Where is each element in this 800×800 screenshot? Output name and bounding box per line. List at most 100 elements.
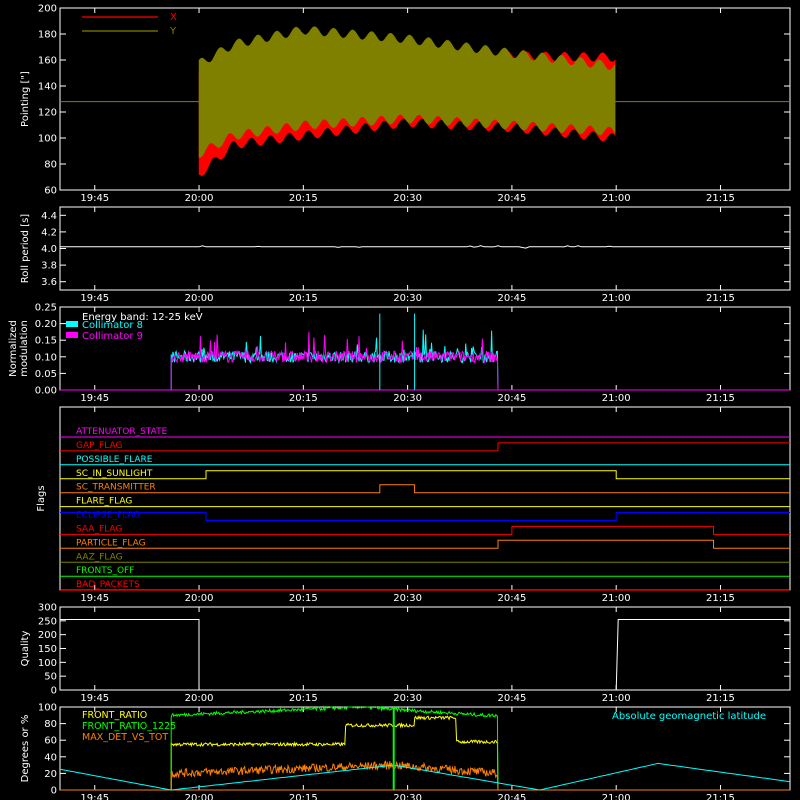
x-tick-label: 21:15 xyxy=(706,293,735,304)
x-tick-label: 19:45 xyxy=(80,193,109,204)
flag-label: POSSIBLE_FLARE xyxy=(76,455,153,465)
series-line-max-det-vs-tot xyxy=(170,760,499,791)
legend-label: FRONT_RATIO xyxy=(82,710,147,721)
y-tick-label: 3.8 xyxy=(41,261,57,272)
flag-line-gap-flag xyxy=(60,442,790,452)
x-tick-label: 21:00 xyxy=(602,593,631,604)
y-axis-label: Flags xyxy=(36,485,47,511)
x-tick-label: 20:45 xyxy=(497,793,526,800)
flag-label: GAP_FLAG xyxy=(76,441,122,451)
y-axis-label: Degrees or % xyxy=(20,715,31,783)
x-tick-label: 19:45 xyxy=(80,693,109,704)
x-tick-label: 21:15 xyxy=(706,793,735,800)
x-tick-label: 20:15 xyxy=(289,393,318,404)
panel-frame xyxy=(59,7,791,191)
flag-label: FLARE_FLAG xyxy=(76,497,132,507)
x-tick-label: 21:00 xyxy=(602,693,631,704)
flag-label: SC_TRANSMITTER xyxy=(76,483,156,493)
x-tick-label: 20:00 xyxy=(185,693,214,704)
x-tick-label: 20:30 xyxy=(393,793,422,800)
y-tick-label: 80 xyxy=(44,719,57,730)
x-tick-label: 21:15 xyxy=(706,693,735,704)
series-line-front-ratio xyxy=(170,715,499,791)
y-axis-label: Quality xyxy=(20,631,31,667)
y-tick-label: 4.2 xyxy=(41,227,57,238)
x-tick-label: 21:00 xyxy=(602,793,631,800)
x-tick-label: 20:15 xyxy=(289,193,318,204)
x-tick-label: 21:00 xyxy=(602,393,631,404)
flag-line-sc-transmitter xyxy=(60,484,790,494)
x-tick-label: 19:45 xyxy=(80,293,109,304)
x-tick-label: 19:45 xyxy=(80,593,109,604)
x-tick-label: 20:30 xyxy=(393,293,422,304)
y-tick-label: 140 xyxy=(38,82,57,93)
flag-line-eclipse-flag xyxy=(60,512,790,521)
x-tick-label: 20:45 xyxy=(497,393,526,404)
y-axis-label: Normalizedmodulation xyxy=(8,320,30,377)
x-tick-label: 19:45 xyxy=(80,793,109,800)
flag-label: SC_IN_SUNLIGHT xyxy=(76,469,153,479)
y-tick-label: 60 xyxy=(44,736,57,747)
y-tick-label: 0.25 xyxy=(35,303,57,314)
flag-line-saa-flag xyxy=(60,525,790,535)
flag-label: ECLIPSE_FLAG xyxy=(76,511,140,521)
flag-line-particle-flag xyxy=(60,539,790,549)
series-line-collimator-9 xyxy=(170,331,499,391)
y-tick-label: 0.00 xyxy=(35,386,57,397)
series-line-absolute-geomagnetic-latitude xyxy=(59,762,791,791)
quality-line xyxy=(60,619,790,691)
panel-frame xyxy=(59,206,791,291)
flag-label: AAZ_FLAG xyxy=(76,552,123,562)
series-line-front-ratio-1225 xyxy=(170,705,499,791)
x-tick-label: 20:15 xyxy=(289,593,318,604)
x-tick-label: 20:00 xyxy=(185,593,214,604)
legend-label: Y xyxy=(169,26,177,37)
panel-roll: 19:45 20:00 20:15 20:30 20:45 21:00 21:15 3.6 3.… xyxy=(20,206,791,304)
y-tick-label: 0.15 xyxy=(35,336,57,347)
x-tick-label: 21:00 xyxy=(602,193,631,204)
panel-quality: 19:45 20:00 20:15 20:30 20:45 21:00 21:15 0 50 10… xyxy=(20,603,791,704)
x-tick-label: 21:00 xyxy=(602,293,631,304)
flag-label: ATTENUATOR_STATE xyxy=(76,427,168,437)
y-tick-label: 180 xyxy=(38,30,57,41)
y-tick-label: 40 xyxy=(44,752,57,763)
legend-label: X xyxy=(170,12,177,23)
legend-label: Collimator 9 xyxy=(82,331,143,342)
x-tick-label: 20:30 xyxy=(393,193,422,204)
x-tick-label: 19:45 xyxy=(80,393,109,404)
x-tick-label: 21:15 xyxy=(706,593,735,604)
y-axis-label: Roll period [s] xyxy=(20,214,31,283)
y-tick-label: 60 xyxy=(44,186,57,197)
x-tick-label: 20:45 xyxy=(497,293,526,304)
y-tick-label: 150 xyxy=(38,644,57,655)
y-tick-label: 20 xyxy=(44,769,57,780)
roll-period-line xyxy=(60,245,790,249)
x-tick-label: 20:45 xyxy=(497,593,526,604)
y-tick-label: 80 xyxy=(44,160,57,171)
y-tick-label: 120 xyxy=(38,108,57,119)
y-axis-label: Pointing ["] xyxy=(20,71,31,127)
legend-label: FRONT_RATIO_1225 xyxy=(82,721,176,732)
y-tick-label: 250 xyxy=(38,616,57,627)
y-tick-label: 0 xyxy=(51,686,57,697)
y-tick-label: 300 xyxy=(38,603,57,614)
flag-label: SAA_FLAG xyxy=(76,524,122,534)
x-tick-label: 20:15 xyxy=(289,793,318,800)
x-tick-label: 20:00 xyxy=(185,293,214,304)
y-tick-label: 50 xyxy=(44,672,57,683)
y-tick-label: 0.05 xyxy=(35,369,57,380)
y-tick-label: 100 xyxy=(38,658,57,669)
flag-line-sc-in-sunlight xyxy=(60,470,790,480)
y-tick-label: 200 xyxy=(38,4,57,15)
x-tick-label: 21:15 xyxy=(706,393,735,404)
y-tick-label: 4.0 xyxy=(41,244,57,255)
x-tick-label: 20:30 xyxy=(393,393,422,404)
legend-label: Collimator 8 xyxy=(82,320,143,331)
x-tick-label: 20:45 xyxy=(497,193,526,204)
flag-label: BAD_PACKETS xyxy=(76,580,140,590)
x-tick-label: 20:45 xyxy=(497,693,526,704)
panel-modulation: 19:45 20:00 20:15 20:30 20:45 21:00 21:15 0.00 0… xyxy=(8,303,791,404)
y-tick-label: 100 xyxy=(38,703,57,714)
y-tick-label: 100 xyxy=(38,134,57,145)
